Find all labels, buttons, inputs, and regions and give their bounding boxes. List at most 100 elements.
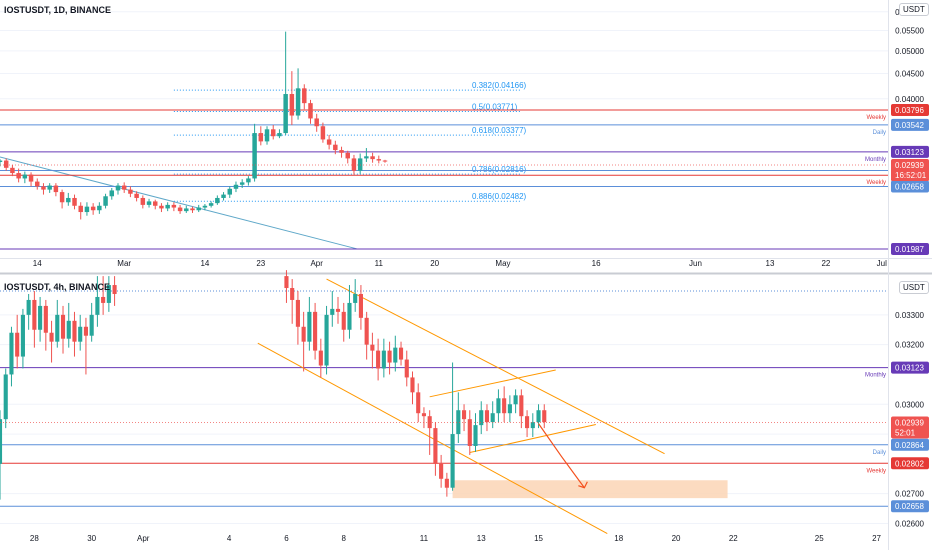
y-tick-label: 0.02600 bbox=[895, 519, 924, 528]
x-tick-label: 14 bbox=[33, 259, 42, 268]
current-price-text: 0.02939 bbox=[895, 161, 924, 170]
daily-unit-label[interactable]: USDT bbox=[899, 3, 929, 16]
candle-body bbox=[339, 150, 344, 153]
candle-body bbox=[404, 359, 409, 378]
support-zone bbox=[452, 480, 728, 499]
candle-body bbox=[78, 205, 83, 213]
candle-body bbox=[60, 314, 66, 339]
daily-pane-title: IOSTUSDT, 1D, BINANCE bbox=[4, 5, 112, 15]
x-tick-label: 27 bbox=[872, 534, 881, 543]
candle-body bbox=[295, 88, 301, 116]
x-tick-label: Apr bbox=[310, 259, 323, 268]
x-tick-label: 25 bbox=[815, 534, 824, 543]
candle-body bbox=[97, 205, 102, 211]
candle-body bbox=[542, 410, 547, 423]
candle-body bbox=[525, 416, 530, 429]
candle-body bbox=[302, 88, 307, 104]
y-tick-label: 0.02700 bbox=[895, 490, 924, 499]
x-tick-label: May bbox=[495, 259, 510, 268]
level-price-text: 0.02658 bbox=[895, 183, 924, 192]
candle-body bbox=[320, 126, 326, 140]
candle-body bbox=[15, 332, 20, 357]
candle-body bbox=[0, 160, 3, 162]
candle-body bbox=[416, 392, 421, 414]
candle-body bbox=[35, 181, 40, 187]
candle-body bbox=[283, 94, 288, 134]
level-price-text: 0.01987 bbox=[895, 245, 924, 254]
x-tick-label: Apr bbox=[137, 534, 150, 543]
level-label: Daily bbox=[873, 130, 886, 136]
fib-label: 0.618(0.03377) bbox=[472, 126, 527, 135]
candle-body bbox=[513, 395, 518, 405]
candle-body bbox=[324, 314, 329, 366]
level-price-text: 0.02658 bbox=[895, 502, 924, 511]
candle-body bbox=[450, 434, 455, 488]
candle-body bbox=[72, 320, 77, 342]
candle-body bbox=[208, 203, 214, 206]
candle-body bbox=[43, 305, 48, 333]
level-price-tag bbox=[891, 361, 929, 374]
daily-pane: 0.060000.055000.050000.045000.0400014Mar… bbox=[0, 8, 929, 268]
x-tick-label: Mar bbox=[117, 259, 131, 268]
candle-body bbox=[28, 174, 34, 182]
channel-line bbox=[326, 278, 665, 455]
candle-body bbox=[115, 185, 121, 191]
y-tick-label: 0.04500 bbox=[895, 70, 924, 79]
y-tick-label: 0.03200 bbox=[895, 341, 924, 350]
y-tick-label: 0.03300 bbox=[895, 311, 924, 320]
candle-body bbox=[146, 201, 152, 205]
candle-body bbox=[370, 344, 375, 351]
level-price-tag bbox=[891, 438, 929, 451]
candle-body bbox=[353, 293, 358, 303]
candle-body bbox=[190, 208, 195, 211]
candle-body bbox=[308, 103, 313, 119]
level-price-text: 0.02802 bbox=[895, 459, 924, 468]
fib-label: 0.382(0.04166) bbox=[472, 81, 527, 90]
x-tick-label: 4 bbox=[227, 534, 232, 543]
candle-body bbox=[78, 326, 83, 342]
x-tick-label: 28 bbox=[30, 534, 39, 543]
candle-body bbox=[252, 133, 257, 179]
candle-body bbox=[370, 156, 375, 160]
x-tick-label: 14 bbox=[200, 259, 209, 268]
candle-body bbox=[314, 118, 319, 127]
candle-body bbox=[467, 419, 472, 446]
candle-body bbox=[307, 311, 312, 342]
y-tick-label: 0.04000 bbox=[895, 95, 924, 104]
candle-body bbox=[59, 192, 65, 203]
x-tick-label: 30 bbox=[87, 534, 96, 543]
candle-body bbox=[165, 204, 170, 209]
candle-body bbox=[66, 197, 71, 203]
candle-body bbox=[479, 410, 484, 426]
h4-pane-title: IOSTUSDT, 4h, BINANCE bbox=[4, 282, 111, 292]
level-label: Monthly bbox=[865, 373, 886, 379]
candle-body bbox=[387, 350, 392, 363]
x-tick-label: 22 bbox=[729, 534, 738, 543]
candle-body bbox=[26, 299, 31, 315]
candle-body bbox=[84, 206, 90, 213]
candle-body bbox=[103, 196, 108, 206]
projection-arrowhead bbox=[578, 481, 588, 489]
h4-unit-label[interactable]: USDT bbox=[899, 281, 929, 294]
candle-body bbox=[284, 276, 289, 289]
candle-body bbox=[530, 422, 535, 429]
candle-body bbox=[345, 152, 350, 159]
candle-body bbox=[502, 398, 507, 414]
candle-body bbox=[410, 377, 415, 393]
candle-body bbox=[376, 159, 382, 161]
candle-body bbox=[301, 326, 306, 342]
candle-body bbox=[101, 296, 106, 303]
candle-body bbox=[184, 208, 189, 212]
candle-body bbox=[258, 133, 264, 142]
candle-body bbox=[313, 311, 318, 351]
candle-body bbox=[295, 299, 300, 327]
level-price-tag bbox=[891, 145, 929, 158]
level-label: Weekly bbox=[866, 468, 886, 474]
candle-body bbox=[536, 410, 541, 423]
candle-body bbox=[270, 129, 276, 137]
x-tick-label: 8 bbox=[342, 534, 347, 543]
candle-body bbox=[227, 188, 232, 195]
x-tick-label: 22 bbox=[821, 259, 830, 268]
x-tick-label: 18 bbox=[614, 534, 623, 543]
